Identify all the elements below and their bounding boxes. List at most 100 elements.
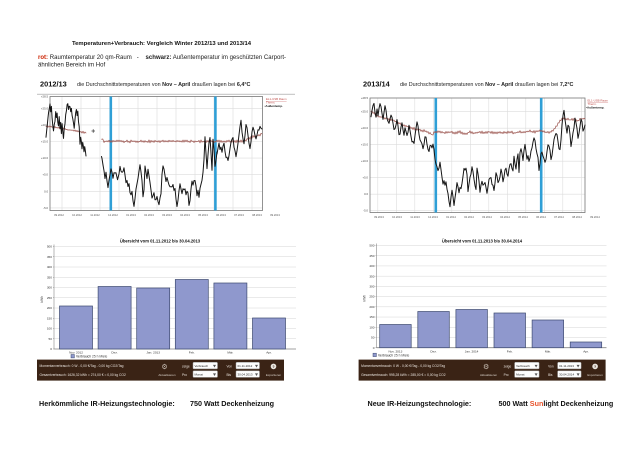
svg-text:11.2013: 11.2013 xyxy=(410,215,420,219)
svg-text:Jan. 2014: Jan. 2014 xyxy=(465,349,479,353)
svg-text:2012/13: 2012/13 xyxy=(40,80,67,89)
svg-text:•Außentemp.: •Außentemp. xyxy=(586,106,605,110)
svg-text:Dez.: Dez. xyxy=(430,349,437,353)
svg-text:12.2012: 12.2012 xyxy=(108,213,118,217)
svg-text:500: 500 xyxy=(47,245,52,249)
svg-text:Nov. 2012: Nov. 2012 xyxy=(69,351,83,355)
svg-text:Apr.: Apr. xyxy=(266,351,272,355)
svg-text:Feb.: Feb. xyxy=(189,351,195,355)
svg-text:Monat: Monat xyxy=(195,373,204,377)
svg-text:Momentanverbrauch: 0 W - 0,0: Momentanverbrauch: 0 W - 0,00 €/Tag - 0,… xyxy=(40,364,124,368)
svg-text:Verbrauch: Verbrauch xyxy=(378,353,393,357)
svg-text:+5.0: +5.0 xyxy=(362,176,368,180)
svg-text:05.2014: 05.2014 xyxy=(518,215,528,219)
svg-text:09.2013: 09.2013 xyxy=(270,213,280,217)
svg-text:09.2014: 09.2014 xyxy=(590,215,600,219)
svg-text:Verbrauch: Verbrauch xyxy=(516,364,530,368)
svg-text:25 h Miete: 25 h Miete xyxy=(394,353,410,357)
svg-text:EL1-USB Raum: EL1-USB Raum xyxy=(266,97,287,101)
svg-text:0: 0 xyxy=(50,347,52,351)
svg-text:03.2014: 03.2014 xyxy=(482,215,492,219)
svg-text:02.2014: 02.2014 xyxy=(464,215,474,219)
svg-text:0.0: 0.0 xyxy=(44,189,48,193)
svg-text:Temperaturen+Verbrauch: Vergle: Temperaturen+Verbrauch: Vergleich Winter… xyxy=(72,41,252,47)
svg-text:01.2013: 01.2013 xyxy=(126,213,136,217)
svg-text:+25.0: +25.0 xyxy=(41,106,49,110)
svg-text:ähnlichen Bereich im Hof: ähnlichen Bereich im Hof xyxy=(38,63,106,69)
svg-text:05.2013: 05.2013 xyxy=(198,213,208,217)
svg-text:Therm.: Therm. xyxy=(266,101,275,105)
svg-text:01.11.2012: 01.11.2012 xyxy=(238,364,253,368)
svg-text:11.2012: 11.2012 xyxy=(90,213,100,217)
svg-text:+20.0: +20.0 xyxy=(41,123,49,127)
svg-text:06.2013: 06.2013 xyxy=(216,213,226,217)
svg-text:0: 0 xyxy=(373,346,375,350)
svg-text:zeige: zeige xyxy=(182,364,190,368)
svg-text:Von: Von xyxy=(227,364,233,368)
svg-text:01.2014: 01.2014 xyxy=(446,215,456,219)
svg-text:die Durchschnittstemperaturen: die Durchschnittstemperaturen von Nov – … xyxy=(77,82,250,88)
svg-text:450: 450 xyxy=(47,255,52,259)
svg-text:12.2013: 12.2013 xyxy=(428,215,438,219)
svg-text:Feb.: Feb. xyxy=(507,349,513,353)
svg-text:-5.0: -5.0 xyxy=(363,209,368,213)
svg-text:+25.0: +25.0 xyxy=(361,110,369,114)
svg-text:07.2013: 07.2013 xyxy=(234,213,244,217)
svg-text:?: ? xyxy=(594,365,596,369)
svg-text:kWh: kWh xyxy=(40,296,44,303)
svg-text:10.2013: 10.2013 xyxy=(392,215,402,219)
svg-text:06.2014: 06.2014 xyxy=(536,215,546,219)
svg-text:04.2014: 04.2014 xyxy=(500,215,510,219)
svg-text:Momentanverbrauch: 0 W - 0,0: Momentanverbrauch: 0 W - 0,00 €/Tag - 0,… xyxy=(361,364,445,368)
svg-text:+28.5: +28.5 xyxy=(41,94,49,98)
svg-text:+10.0: +10.0 xyxy=(41,156,49,160)
svg-text:04.2013: 04.2013 xyxy=(180,213,190,217)
svg-text:300: 300 xyxy=(369,285,374,289)
svg-text:09.2013: 09.2013 xyxy=(374,215,384,219)
svg-text:200: 200 xyxy=(369,305,374,309)
svg-text:EL1-USB Raum: EL1-USB Raum xyxy=(588,99,609,103)
svg-text:Pro: Pro xyxy=(182,373,187,377)
svg-text:Monat: Monat xyxy=(516,373,525,377)
svg-text:50: 50 xyxy=(49,337,53,341)
svg-text:Übersicht vom 01.11.2013 bis 3: Übersicht vom 01.11.2013 bis 30.04.2014 xyxy=(442,238,523,243)
svg-text:Pro: Pro xyxy=(504,373,509,377)
svg-text:Verbrauch: Verbrauch xyxy=(76,355,91,359)
svg-text:150: 150 xyxy=(47,316,52,320)
svg-text:Herkömmliche IR-Heizungstechno: Herkömmliche IR-Heizungstechnologie: xyxy=(39,399,175,408)
svg-text:100: 100 xyxy=(47,327,52,331)
svg-text:08.2014: 08.2014 xyxy=(572,215,582,219)
svg-text:01.11.2013: 01.11.2013 xyxy=(559,364,574,368)
svg-text:Apr.: Apr. xyxy=(583,349,589,353)
svg-text:25 h Miete: 25 h Miete xyxy=(92,355,108,359)
svg-text:09.2012: 09.2012 xyxy=(54,213,64,217)
svg-text:350: 350 xyxy=(369,274,374,278)
svg-text:+15.0: +15.0 xyxy=(361,143,369,147)
svg-text:Jan. 2013: Jan. 2013 xyxy=(146,351,160,355)
svg-text:200: 200 xyxy=(47,306,52,310)
svg-text:350: 350 xyxy=(47,275,52,279)
svg-text:Mär.: Mär. xyxy=(545,349,551,353)
svg-text:-5.0: -5.0 xyxy=(43,206,48,210)
svg-text:03.2013: 03.2013 xyxy=(162,213,172,217)
svg-text:+15.0: +15.0 xyxy=(41,140,49,144)
svg-text:50: 50 xyxy=(371,336,375,340)
svg-text:Nov. 2013: Nov. 2013 xyxy=(388,349,402,353)
svg-text:Bis: Bis xyxy=(548,373,553,377)
svg-text:400: 400 xyxy=(369,264,374,268)
svg-text:⚙: ⚙ xyxy=(483,363,489,371)
svg-text:Übersicht vom 01.11.2012 bis 3: Übersicht vom 01.11.2012 bis 30.04.2013 xyxy=(120,238,201,243)
svg-text:300: 300 xyxy=(47,286,52,290)
svg-text:Gesamtverbrauch: 1626,32 kWh =: Gesamtverbrauch: 1626,32 kWh = 274,00 € … xyxy=(40,373,126,377)
svg-text:500: 500 xyxy=(369,244,374,248)
svg-text:Exportieren: Exportieren xyxy=(266,373,282,377)
svg-text:2013/14: 2013/14 xyxy=(363,80,391,89)
svg-text:250: 250 xyxy=(369,295,374,299)
svg-text:Neue IR-Heizungstechnologie:: Neue IR-Heizungstechnologie: xyxy=(368,399,472,408)
svg-text:rot: Raumtemperatur 20 qm-Raum: rot: Raumtemperatur 20 qm-Raum - schwarz… xyxy=(38,55,286,61)
svg-text:•Außentemp.: •Außentemp. xyxy=(265,104,284,108)
svg-text:Mär.: Mär. xyxy=(227,351,233,355)
svg-text:250: 250 xyxy=(47,296,52,300)
svg-text:kWh: kWh xyxy=(363,295,367,302)
svg-text:30.04.2013: 30.04.2013 xyxy=(238,373,253,377)
